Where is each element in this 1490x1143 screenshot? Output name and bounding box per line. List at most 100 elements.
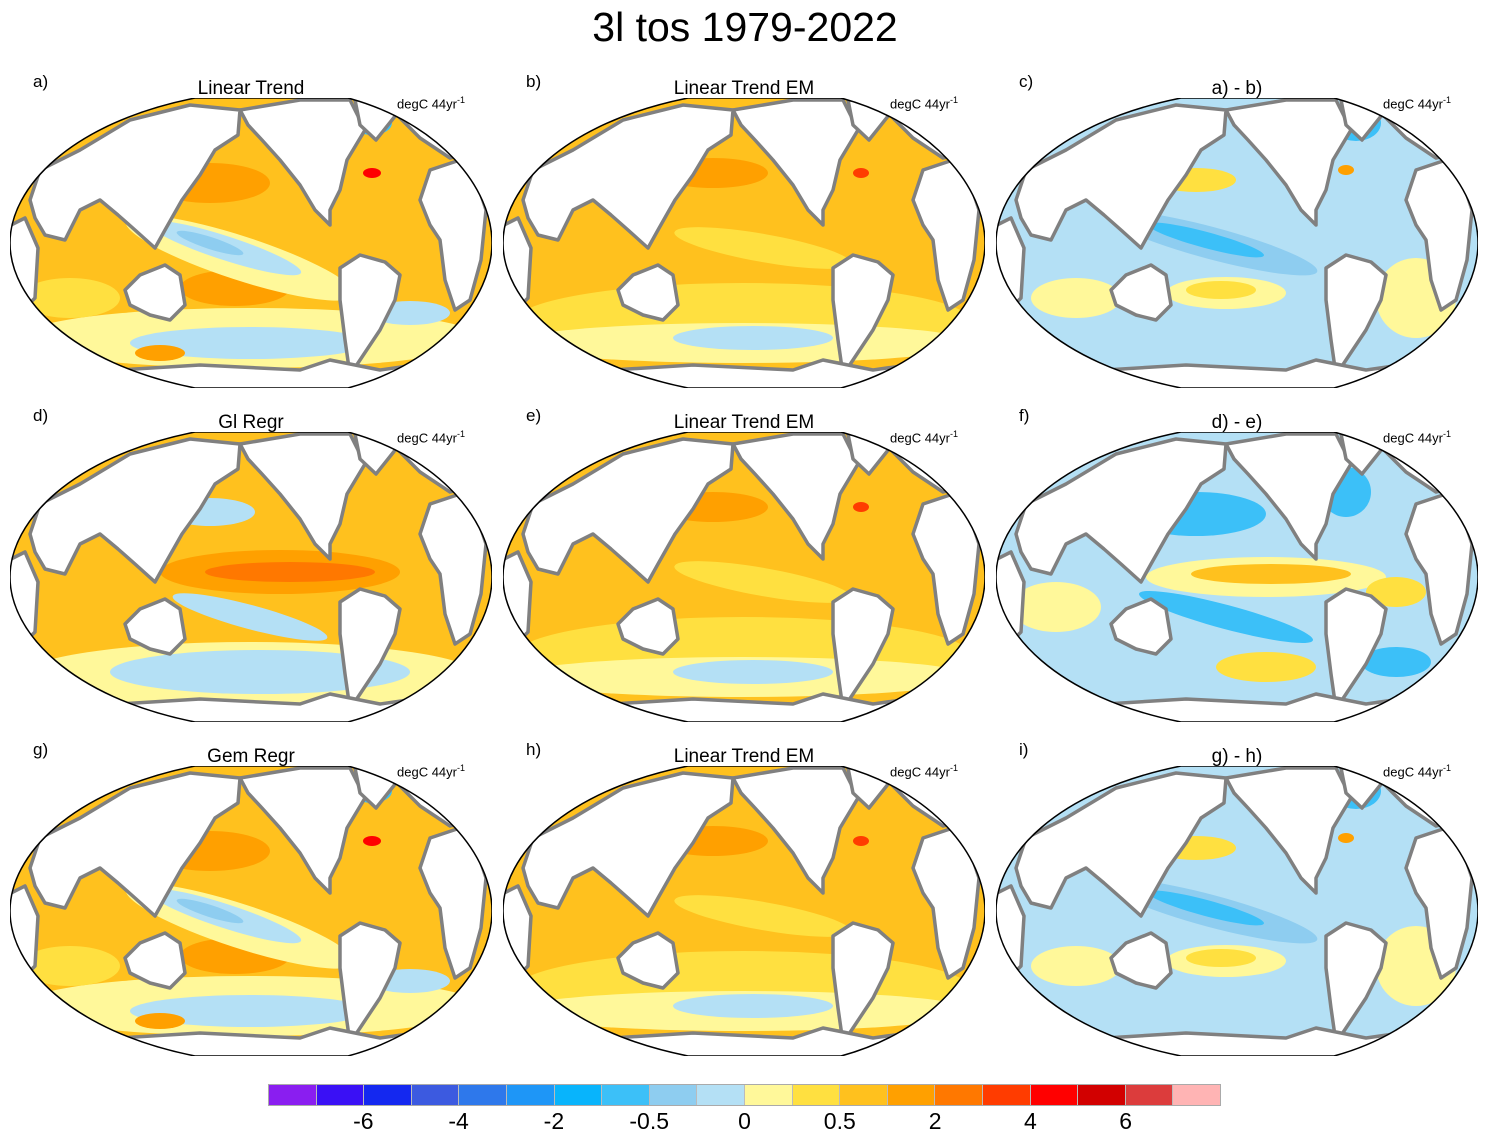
- panel-letter: h): [526, 740, 542, 759]
- panel-letter: a): [33, 72, 49, 91]
- units-text: degC 44yr: [397, 96, 457, 112]
- units-text: degC 44yr: [1383, 96, 1443, 112]
- map-panel-c: c) a) - b) degC 44yr-1: [996, 72, 1478, 428]
- panel-title: g) - h): [1211, 746, 1263, 767]
- units-exponent: -1: [949, 763, 958, 773]
- panel-units: degC 44yr-1: [1383, 763, 1451, 779]
- map-panel-g: g) Gem Regr degC 44yr-1: [10, 740, 492, 1096]
- map-outline: [10, 432, 492, 722]
- panel-title: Linear Trend: [197, 78, 305, 99]
- panel-units: degC 44yr-1: [1383, 429, 1451, 445]
- map-panel-a: a) Linear Trend degC 44yr-1: [10, 72, 492, 428]
- units-text: degC 44yr: [890, 430, 950, 446]
- units-exponent: -1: [456, 763, 465, 773]
- colorbar-box: [744, 1085, 793, 1105]
- colorbar-label: -4: [448, 1108, 469, 1134]
- panel-letter: b): [526, 72, 542, 91]
- map-outline: [503, 766, 985, 1056]
- map-panel-f: f) d) - e) degC 44yr-1: [996, 406, 1478, 762]
- colorbar-box: [364, 1085, 412, 1105]
- colorbar-box: [269, 1085, 317, 1105]
- colorbar-box: [649, 1085, 698, 1105]
- panel-title: a) - b): [1211, 78, 1263, 99]
- colorbar-box: [316, 1085, 365, 1105]
- map-panel-e: e) Linear Trend EM degC 44yr-1: [503, 406, 985, 762]
- map-panel-i: i) g) - h) degC 44yr-1: [996, 740, 1478, 1096]
- units-text: degC 44yr: [1383, 430, 1443, 446]
- panel-units: degC 44yr-1: [397, 429, 465, 445]
- map-panel-h: h) Linear Trend EM degC 44yr-1: [503, 740, 985, 1096]
- panel-letter: f): [1019, 406, 1030, 425]
- colorbar-box: [411, 1085, 460, 1105]
- panel-title: Gem Regr: [207, 746, 295, 767]
- colorbar-box: [1125, 1085, 1174, 1105]
- units-exponent: -1: [949, 429, 958, 439]
- colorbar-box: [982, 1085, 1031, 1105]
- sst-field: [10, 766, 492, 1056]
- map-panel-d: d) Gl Regr degC 44yr-1: [10, 406, 492, 762]
- sst-field: [503, 766, 985, 1056]
- figure-title: 3l tos 1979-2022: [592, 4, 898, 50]
- colorbar-label: 2: [928, 1108, 942, 1134]
- sst-map: [996, 98, 1478, 388]
- colorbar-box: [935, 1085, 983, 1105]
- colorbar-box: [840, 1085, 888, 1105]
- panel-title: Linear Trend EM: [673, 78, 815, 99]
- map-outline: [10, 98, 492, 388]
- units-text: degC 44yr: [397, 430, 457, 446]
- panel-units: degC 44yr-1: [397, 95, 465, 111]
- sst-map: [996, 432, 1478, 722]
- panel-title: d) - e): [1211, 412, 1263, 433]
- panel-letter: i): [1019, 740, 1029, 759]
- sst-field: [10, 432, 492, 722]
- sst-map: [503, 98, 985, 388]
- sst-map: [10, 766, 492, 1056]
- units-exponent: -1: [1442, 763, 1451, 773]
- panel-units: degC 44yr-1: [890, 763, 958, 779]
- colorbar-label: 0.5: [823, 1108, 856, 1134]
- colorbar-label: -0.5: [629, 1108, 670, 1134]
- units-exponent: -1: [949, 95, 958, 105]
- colorbar-box: [887, 1085, 936, 1105]
- panel-title: Linear Trend EM: [673, 746, 815, 767]
- panel-letter: e): [526, 406, 542, 425]
- colorbar-label: 4: [1023, 1108, 1037, 1134]
- panel-letter: g): [33, 740, 49, 759]
- panel-title: Gl Regr: [218, 412, 284, 433]
- map-panel-b: b) Linear Trend EM degC 44yr-1: [503, 72, 985, 428]
- units-text: degC 44yr: [1383, 764, 1443, 780]
- colorbar-label: 6: [1119, 1108, 1133, 1134]
- sst-map: [10, 98, 492, 388]
- units-exponent: -1: [456, 429, 465, 439]
- sst-field: [996, 432, 1478, 722]
- panel-letter: c): [1019, 72, 1034, 91]
- panel-units: degC 44yr-1: [890, 95, 958, 111]
- colorbar-label: -6: [353, 1108, 374, 1134]
- panel-title: Linear Trend EM: [673, 412, 815, 433]
- sst-map: [503, 766, 985, 1056]
- sst-field: [996, 98, 1478, 388]
- map-outline: [996, 432, 1478, 722]
- colorbar-box: [554, 1085, 603, 1105]
- sst-field: [10, 98, 492, 388]
- colorbar-box: [506, 1085, 555, 1105]
- colorbar-label: 0: [738, 1108, 751, 1134]
- map-outline: [996, 766, 1478, 1056]
- colorbar-box: [459, 1085, 507, 1105]
- map-outline: [503, 432, 985, 722]
- panel-letter: d): [33, 406, 49, 425]
- colorbar-box: [1078, 1085, 1126, 1105]
- colorbar-box: [1030, 1085, 1079, 1105]
- panel-units: degC 44yr-1: [397, 763, 465, 779]
- colorbar-box: [602, 1085, 650, 1105]
- map-outline: [996, 98, 1478, 388]
- map-outline: [503, 98, 985, 388]
- sst-field: [996, 766, 1478, 1056]
- panel-units: degC 44yr-1: [1383, 95, 1451, 111]
- sst-map: [10, 432, 492, 722]
- sst-map: [996, 766, 1478, 1056]
- units-text: degC 44yr: [397, 764, 457, 780]
- panel-units: degC 44yr-1: [890, 429, 958, 445]
- sst-map: [503, 432, 985, 722]
- units-exponent: -1: [456, 95, 465, 105]
